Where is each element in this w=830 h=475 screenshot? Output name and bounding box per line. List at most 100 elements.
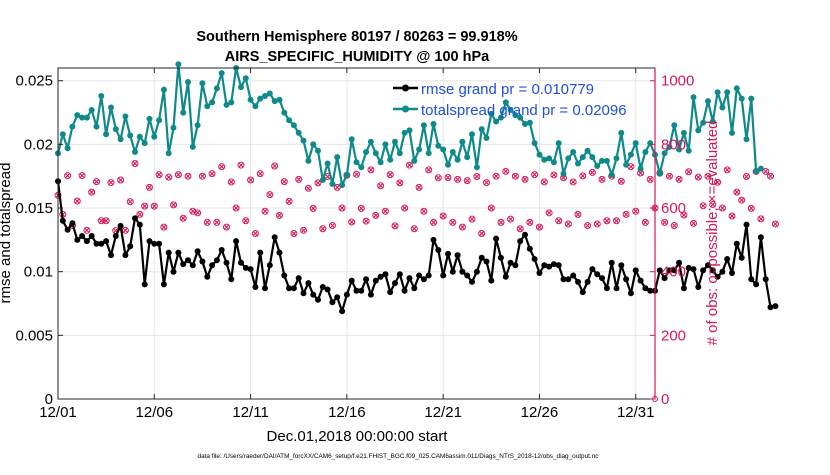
obs-count-point	[670, 222, 678, 230]
y-left-tick-label: 0.015	[15, 200, 53, 217]
obs-possible-marker	[300, 226, 308, 234]
rmse-point	[526, 245, 533, 252]
obs-possible-marker	[107, 179, 115, 187]
obs-possible-marker	[622, 210, 630, 218]
totalspread-point	[729, 129, 735, 136]
obs-count-point	[588, 168, 596, 176]
totalspread-point	[132, 149, 138, 155]
obs-evaluated-marker	[214, 219, 220, 225]
rmse-point	[233, 238, 240, 245]
y-left-axis-label: rmse and totalspread	[0, 163, 14, 304]
obs-possible-marker	[136, 210, 144, 218]
obs-evaluated-marker	[734, 189, 740, 195]
rmse-point	[238, 259, 244, 266]
rmse-point	[213, 257, 220, 264]
obs-possible-marker	[102, 217, 110, 225]
obs-evaluated-marker	[368, 167, 374, 173]
obs-possible-marker	[574, 210, 582, 218]
obs-count-point	[362, 217, 370, 225]
obs-evaluated-marker	[527, 219, 533, 225]
obs-possible-marker	[290, 230, 298, 237]
obs-possible-marker	[535, 223, 543, 231]
obs-possible-marker	[338, 204, 346, 212]
obs-evaluated-marker	[662, 219, 668, 225]
obs-possible-marker	[353, 170, 360, 178]
totalspread-point	[584, 147, 591, 154]
obs-count-point	[107, 179, 115, 187]
obs-count-point	[300, 226, 308, 234]
totalspread-point	[98, 93, 105, 99]
rmse-point	[247, 266, 254, 273]
obs-evaluated-marker	[715, 179, 721, 185]
obs-evaluated-marker	[705, 173, 711, 179]
obs-count-point	[271, 162, 279, 170]
obs-evaluated-marker	[185, 173, 191, 179]
obs-possible-marker	[728, 212, 736, 220]
obs-possible-marker	[540, 178, 548, 186]
totalspread-point	[209, 99, 216, 106]
totalspread-point	[310, 141, 317, 148]
obs-evaluated-marker	[320, 226, 326, 232]
rmse-point	[218, 247, 225, 253]
legend-rmse-label: rmse grand pr = 0.010779	[421, 81, 594, 98]
obs-evaluated-marker	[382, 208, 388, 214]
obs-evaluated-marker	[580, 173, 586, 179]
obs-possible-marker	[223, 223, 231, 231]
totalspread-point	[74, 112, 81, 119]
rmse-point	[473, 268, 480, 275]
obs-possible-marker	[709, 201, 717, 209]
totalspread-point	[103, 131, 110, 138]
totalspread-point	[700, 119, 707, 126]
totalspread-point	[522, 121, 528, 127]
rmse-point	[680, 285, 687, 292]
obs-count-point	[410, 225, 418, 233]
obs-count-point	[492, 172, 500, 180]
y-right-tick-label: 0	[661, 391, 669, 408]
totalspread-point	[204, 103, 211, 110]
totalspread-point	[290, 122, 297, 129]
obs-possible-marker	[641, 218, 649, 226]
obs-possible-marker	[767, 172, 775, 180]
rmse-point	[146, 238, 153, 245]
rmse-point	[497, 254, 504, 261]
obs-possible-marker	[434, 174, 442, 182]
obs-possible-marker	[357, 204, 365, 212]
rmse-point	[392, 280, 398, 287]
obs-count-point	[328, 222, 336, 230]
obs-possible-marker	[473, 173, 481, 181]
rmse-point	[103, 238, 110, 245]
totalspread-point	[627, 151, 634, 158]
obs-possible-marker	[194, 209, 202, 217]
obs-evaluated-marker	[281, 179, 287, 185]
obs-count-point	[223, 223, 231, 231]
obs-evaluated-marker	[79, 172, 85, 179]
rmse-point	[632, 267, 639, 274]
obs-count-point	[685, 168, 693, 176]
obs-possible-marker	[661, 218, 669, 226]
obs-count-point	[680, 211, 688, 219]
obs-count-point	[550, 171, 558, 179]
rmse-point	[363, 276, 370, 283]
obs-possible-marker	[271, 162, 279, 170]
obs-count-point	[213, 218, 221, 226]
obs-evaluated-marker	[392, 223, 398, 229]
obs-possible-marker	[632, 207, 640, 215]
rmse-point	[613, 285, 620, 292]
obs-evaluated-marker	[575, 211, 581, 217]
rmse-point	[738, 254, 745, 261]
rmse-point	[459, 268, 466, 275]
obs-possible-marker	[468, 215, 476, 223]
totalspread-point	[570, 149, 577, 155]
obs-evaluated-marker	[146, 184, 153, 190]
obs-evaluated-marker	[507, 216, 514, 222]
totalspread-point	[146, 115, 153, 122]
legend-spread-label: totalspread grand pr = 0.02096	[421, 102, 627, 119]
chart-title: Southern Hemisphere 80197 / 80263 = 99.9…	[196, 29, 517, 45]
obs-possible-marker	[391, 222, 399, 230]
obs-possible-marker	[381, 207, 389, 215]
rmse-point	[406, 275, 413, 282]
totalspread-point	[382, 141, 389, 148]
obs-count-point	[742, 173, 750, 181]
obs-evaluated-marker	[729, 213, 735, 219]
obs-count-point	[511, 172, 519, 180]
